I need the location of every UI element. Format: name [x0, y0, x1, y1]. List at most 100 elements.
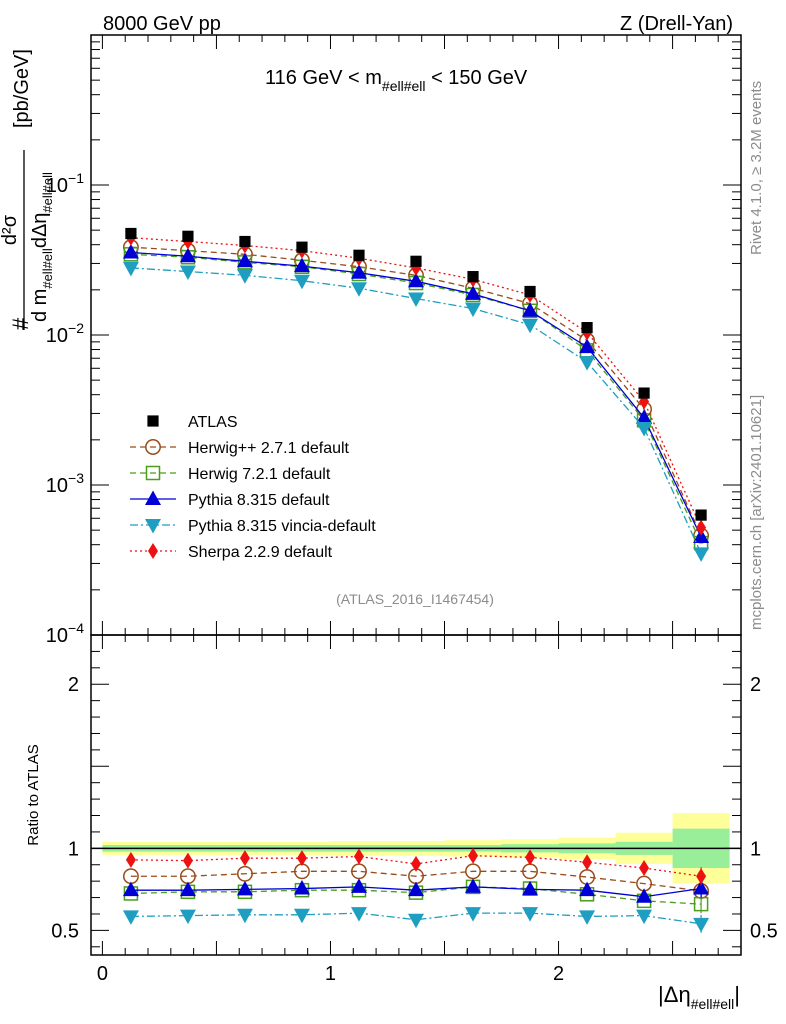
x-tick-label: 0: [97, 963, 108, 985]
series-point-main: [465, 285, 482, 300]
series-point-main: [465, 302, 482, 318]
series-point-main: [408, 292, 424, 308]
data-point: [125, 227, 137, 240]
series-point-main: [293, 274, 310, 290]
series-point-ratio: [350, 907, 367, 922]
legend-label: Herwig++ 2.7.1 default: [188, 440, 350, 457]
series-point-main: [293, 257, 310, 273]
series-point-main: [579, 338, 596, 354]
series-line-main: [130, 267, 702, 554]
chart-title: 116 GeV < m#ell#ell < 150 GeV: [265, 67, 528, 94]
series-point-ratio: [296, 850, 307, 867]
series-point-ratio: [182, 852, 193, 869]
legend-entry: Herwig 7.2.1 default: [130, 465, 331, 483]
series-point-main: [122, 243, 139, 259]
y-tick-label: 10−3: [46, 470, 84, 497]
series-line-main: [130, 246, 702, 536]
series-point-ratio: [179, 881, 196, 897]
data-point: [410, 255, 422, 267]
series-point-ratio: [125, 851, 136, 868]
legend-marker: [148, 543, 158, 559]
series-point-main: [179, 265, 196, 281]
legend-marker: [145, 490, 161, 505]
series-point-ratio: [522, 907, 539, 922]
series-point-ratio: [122, 881, 139, 897]
series-point-ratio: [179, 909, 196, 925]
legend-entry: Pythia 8.315 vincia-default: [130, 518, 376, 535]
svg-text:d²σ: d²σ: [0, 214, 21, 245]
legend-label: Pythia 8.315 default: [188, 492, 330, 509]
series-point-main: [636, 421, 653, 437]
y-tick-label: 10−2: [46, 320, 84, 347]
series-point-ratio: [522, 880, 539, 896]
legend-label: Sherpa 2.2.9 default: [188, 544, 333, 561]
series-point-ratio: [468, 847, 479, 864]
series-point-ratio: [293, 908, 310, 924]
series-point-ratio: [408, 881, 424, 897]
legend-entry-data: ATLAS: [147, 414, 238, 431]
series-point-main: [693, 547, 710, 562]
series-point-ratio: [525, 849, 536, 866]
y-axis-label: # d²σ d m#ell#elldΔη#ell#ell [pb/GeV]: [0, 49, 55, 330]
series-point-ratio: [236, 880, 253, 896]
series-point-ratio: [579, 910, 596, 925]
legend-entry: Sherpa 2.2.9 default: [130, 543, 333, 561]
legend-label: Herwig 7.2.1 default: [188, 466, 331, 483]
header-left: 8000 GeV pp: [103, 13, 221, 35]
series-point-ratio: [236, 908, 253, 924]
series-point-main: [236, 252, 253, 268]
data-point: [467, 271, 479, 283]
rivet-version: Rivet 4.1.0, ≥ 3.2M events: [748, 81, 765, 255]
series-point-ratio: [353, 848, 364, 865]
ratio-plot-series: [122, 847, 710, 933]
main-plot-series: [122, 229, 710, 562]
series-point-ratio: [582, 854, 593, 871]
data-point: [353, 249, 365, 261]
series-point-main: [350, 282, 367, 297]
data-point: [296, 241, 308, 253]
series-point-main: [236, 269, 253, 284]
series-point-ratio: [408, 913, 424, 929]
series-point-ratio: [636, 909, 653, 925]
series-point-ratio: [293, 880, 310, 895]
data-point: [182, 230, 194, 242]
x-tick-label: 2: [553, 963, 564, 985]
series-point-main: [408, 272, 424, 288]
series-point-main: [179, 247, 196, 263]
ratio-y-tick-label: 1: [68, 838, 79, 860]
legend-label: Pythia 8.315 vincia-default: [188, 518, 376, 535]
axes: 0 1 2 10−1 10−2 10−3 10−4 0.5 0.5 1 1 2 2: [46, 34, 778, 985]
series-point-ratio: [465, 878, 482, 893]
legend-marker: [145, 439, 161, 455]
data-point: [239, 235, 251, 248]
x-tick-label: 1: [325, 963, 336, 985]
legend-label: ATLAS: [188, 414, 238, 431]
ratio-y-tick-label: 0.5: [51, 920, 79, 942]
ratio-y-tick-label-right: 1: [750, 838, 761, 860]
data-point: [695, 509, 707, 521]
ratio-y-label: Ratio to ATLAS: [25, 744, 42, 845]
series-point-main: [696, 519, 707, 536]
series-point-ratio: [350, 878, 367, 893]
series-point-ratio: [636, 888, 653, 903]
series-point-ratio: [579, 881, 596, 897]
legend-entry: Herwig++ 2.7.1 default: [130, 439, 350, 457]
x-axis-label: |Δη#ell#ell|: [658, 982, 740, 1012]
series-point-ratio: [639, 860, 650, 877]
series-point-ratio: [122, 910, 139, 925]
atlas-data-points: [125, 227, 707, 521]
y-tick-label: 10−1: [46, 170, 84, 197]
series-point-main: [122, 261, 139, 277]
svg-text:#: #: [8, 317, 33, 330]
ratio-y-tick-label: 2: [68, 674, 79, 696]
legend-marker: [145, 465, 161, 481]
series-point-main: [579, 356, 596, 371]
series-line-ratio: [130, 912, 702, 925]
analysis-label: (ATLAS_2016_I1467454): [336, 591, 494, 607]
series-point-ratio: [411, 855, 421, 872]
data-point: [524, 285, 536, 298]
source-label: mcplots.cern.ch [arXiv:2401.10621]: [748, 395, 765, 630]
series-point-ratio: [239, 850, 250, 867]
header-right: Z (Drell-Yan): [620, 13, 733, 35]
series-point-main: [693, 528, 710, 544]
